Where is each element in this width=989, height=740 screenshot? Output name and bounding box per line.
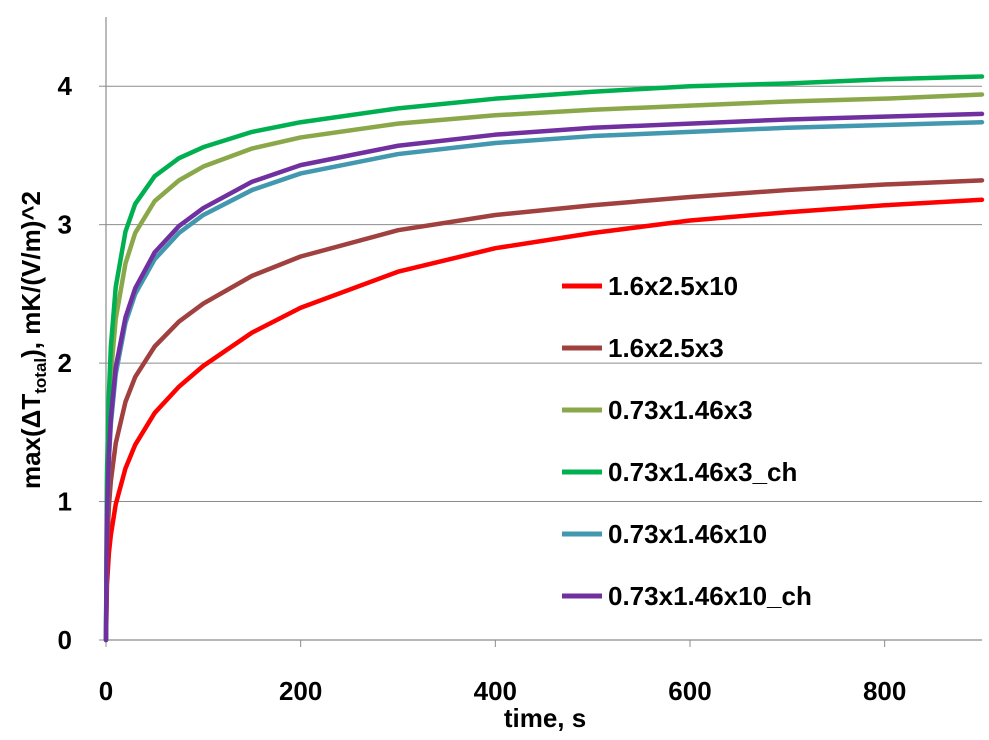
legend-label: 0.73x1.46x3_ch: [608, 457, 797, 487]
series-line-5: [103, 119, 985, 643]
x-tick-label: 600: [668, 676, 711, 706]
y-axis-title-prefix: max(ΔT: [16, 394, 46, 489]
y-axis-title-subscript: total: [31, 358, 50, 394]
y-tick-label: 1: [58, 487, 72, 517]
y-tick-label: 4: [58, 71, 73, 101]
y-tick-label: 3: [58, 210, 72, 240]
legend-label: 1.6x2.5x10: [608, 271, 738, 301]
x-tick-label: 800: [863, 676, 906, 706]
series-line-2: [103, 178, 985, 643]
y-axis-title-suffix: ), mK/(V/m)^2: [16, 191, 46, 358]
series-line-4: [103, 74, 985, 643]
series-line-6: [103, 111, 985, 643]
y-axis-title: max(ΔTtotal), mK/(V/m)^2: [16, 191, 50, 489]
series-line-1: [103, 197, 985, 643]
series-line-3: [103, 92, 985, 643]
legend-label: 0.73x1.46x10_ch: [608, 581, 812, 611]
x-tick-label: 200: [279, 676, 322, 706]
legend-label: 1.6x2.5x3: [608, 333, 724, 363]
y-tick-label: 0: [58, 625, 72, 655]
legend: 1.6x2.5x10 1.6x2.5x3 0.73x1.46x3 0.73x1.46x…: [562, 271, 812, 611]
axes: 0 1 2 3 4 0 200 400 600 800: [58, 17, 982, 706]
x-tick-label: 0: [99, 676, 113, 706]
grid-lines: [106, 85, 982, 503]
series-lines: [103, 74, 985, 643]
legend-label: 0.73x1.46x3: [608, 395, 753, 425]
x-axis-title: time, s: [504, 703, 586, 733]
legend-label: 0.73x1.46x10: [608, 519, 767, 549]
x-tick-label: 400: [474, 676, 517, 706]
y-tick-label: 2: [58, 348, 72, 378]
